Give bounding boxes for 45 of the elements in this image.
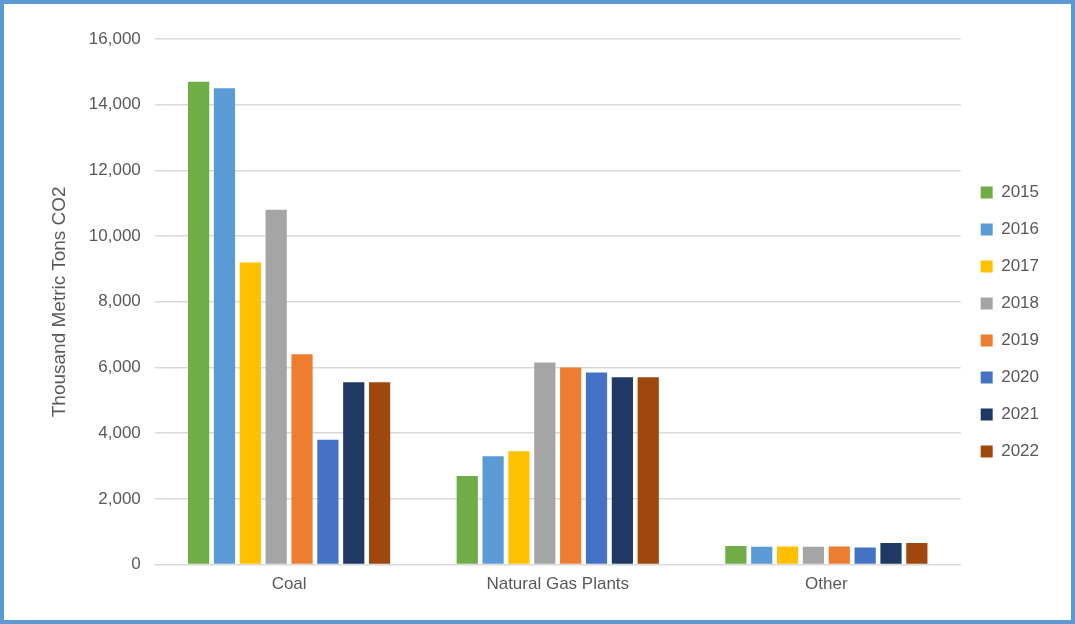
bar [560,367,582,564]
legend-label: 2018 [1001,293,1040,313]
x-tick-label: Other [805,574,848,594]
bar [317,439,339,564]
x-tick-label: Coal [271,574,307,594]
bar [611,377,633,564]
y-tick-label: 12,000 [88,160,141,180]
bar [802,546,825,564]
bar [854,547,876,564]
bar [265,209,287,564]
bar [343,382,365,564]
y-tick-label: 16,000 [88,28,141,48]
bar [291,354,313,564]
bar [906,542,928,564]
bar [508,451,530,564]
bar [239,262,261,564]
legend-label: 2022 [1001,441,1040,461]
bar [188,81,210,564]
bar [637,377,659,564]
legend-label: 2020 [1001,367,1040,387]
x-tick-label: Natural Gas Plants [486,574,630,594]
y-tick-label: 0 [131,554,141,574]
y-tick-label: 6,000 [98,357,141,377]
bar [828,546,850,564]
bar [725,545,747,564]
legend-label: 2017 [1001,256,1040,276]
y-axis-title: Thousand Metric Tons CO2 [47,186,69,418]
legend-label: 2015 [1001,182,1040,202]
y-tick-label: 2,000 [98,488,141,508]
y-tick-label: 4,000 [98,422,141,442]
y-tick-label: 10,000 [88,225,141,245]
bar [534,362,556,564]
bar [456,475,478,564]
bar [776,546,799,564]
bar [751,546,773,564]
y-tick-label: 14,000 [88,94,141,114]
bar [369,382,391,564]
legend-label: 2016 [1001,219,1040,239]
legend-label: 2019 [1001,330,1040,350]
bar [880,542,902,564]
bar [213,88,236,564]
bar [482,456,504,564]
legend-label: 2021 [1001,404,1040,424]
y-tick-label: 8,000 [98,291,141,311]
bar [585,372,608,564]
